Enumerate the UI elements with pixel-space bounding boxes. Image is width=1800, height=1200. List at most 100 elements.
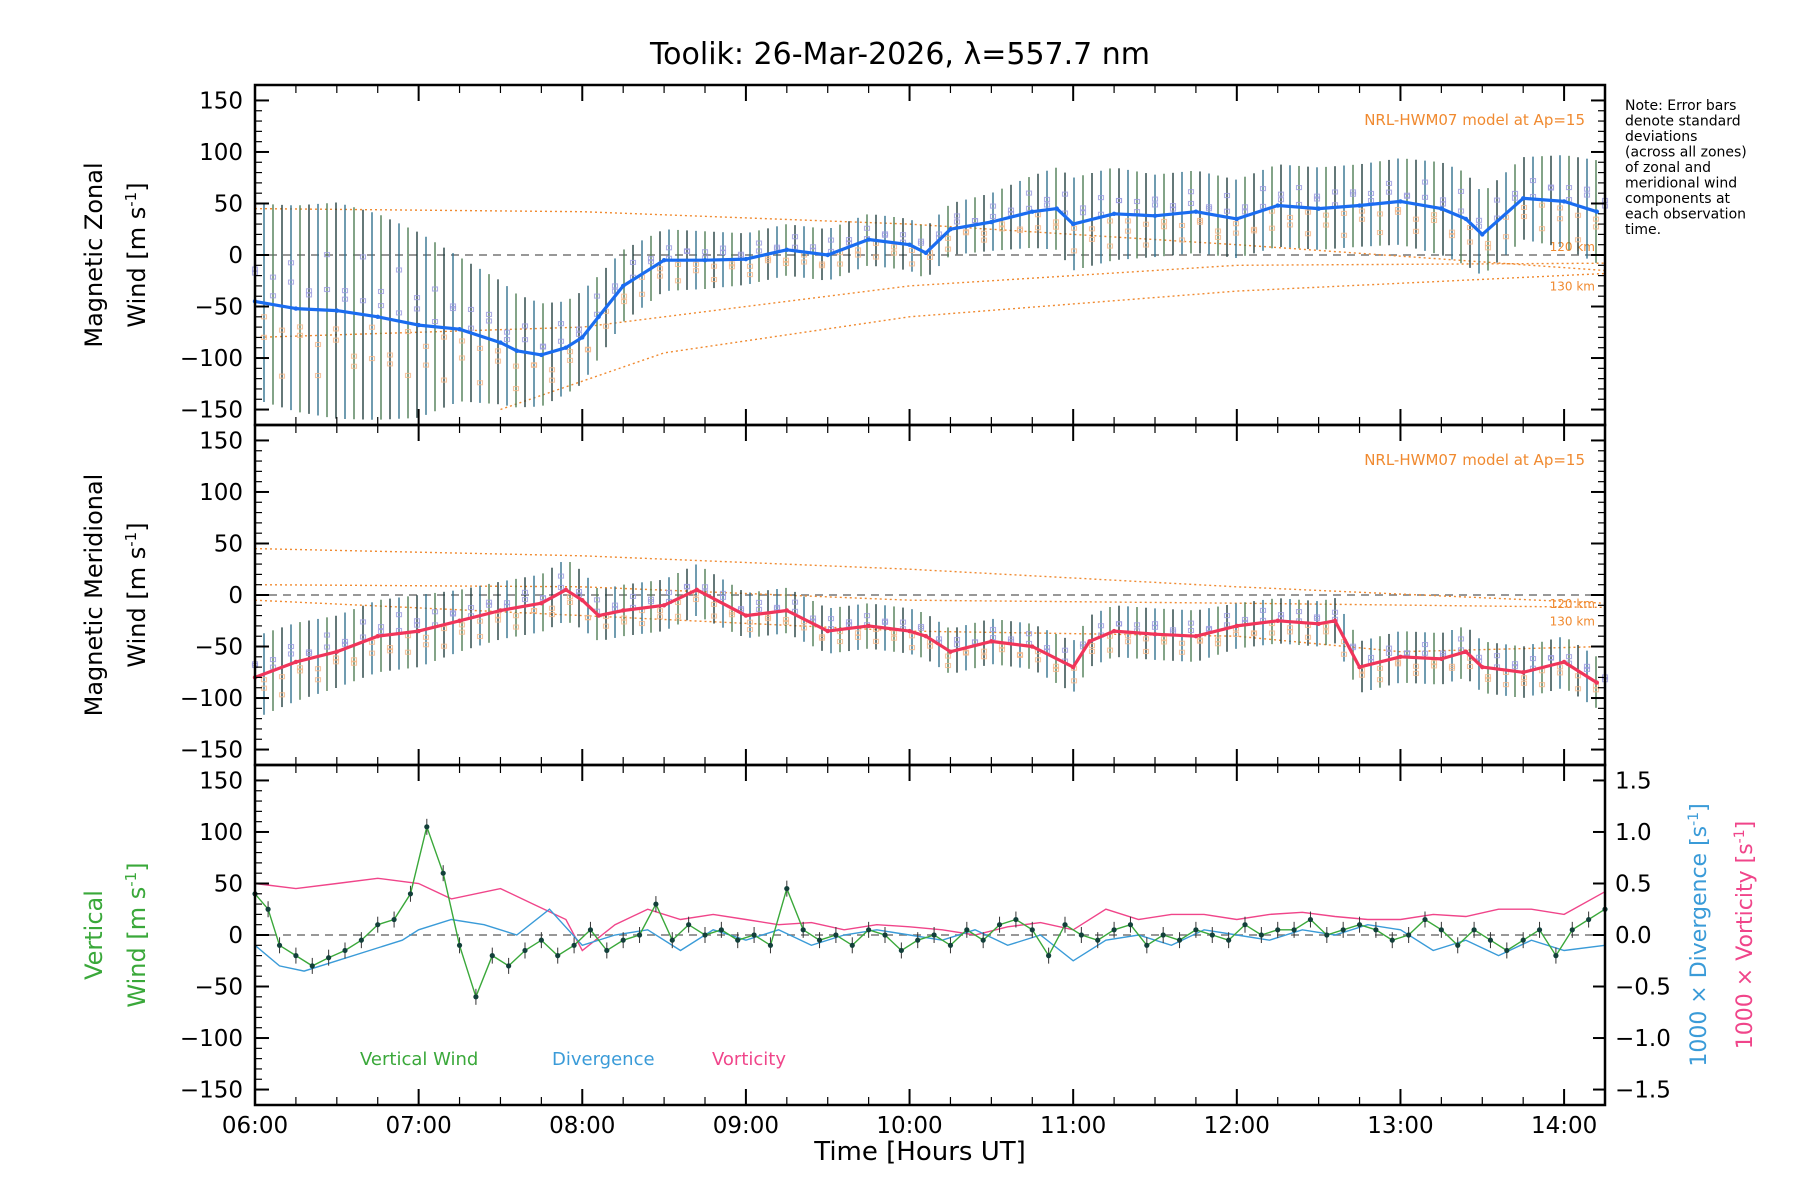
zone-point (1187, 189, 1195, 195)
zone-point (827, 237, 835, 243)
y-axis-label-end: ] (123, 182, 151, 191)
zone-point (476, 380, 484, 386)
zone-point (467, 605, 475, 611)
zone-point (1430, 217, 1438, 224)
zone-point (1403, 650, 1411, 657)
y-tick-label: 50 (214, 191, 243, 217)
zone-point (1547, 655, 1555, 661)
zone-point (494, 617, 502, 623)
y-axis-label-line2: Wind [m s-1] (122, 522, 151, 667)
zone-point (458, 629, 466, 635)
zone-point (1322, 212, 1330, 218)
zone-point (1547, 184, 1555, 190)
zone-point (809, 244, 817, 250)
zone-point (1070, 248, 1078, 254)
zone-point (323, 286, 331, 293)
zone-point (692, 261, 700, 267)
zone-point (1385, 645, 1393, 651)
y-tick-label: 0 (228, 243, 243, 269)
y-tick-label: −50 (194, 975, 243, 1001)
vertical-wind-point (1176, 937, 1183, 943)
zone-point (1313, 193, 1321, 199)
series-point (702, 257, 708, 263)
vertical-wind-point (866, 927, 872, 933)
series-point (416, 628, 421, 634)
x-tick-label: 14:00 (1531, 1113, 1597, 1139)
zone-point (638, 291, 646, 297)
zone-point (1574, 673, 1582, 679)
zone-point (368, 650, 376, 656)
vertical-wind-point (1078, 932, 1084, 938)
series-point (1152, 631, 1158, 637)
series-point (784, 247, 790, 253)
zone-point (683, 248, 691, 254)
vorticity-axis-end: ] (1733, 821, 1758, 830)
y2-tick-label: 0.0 (1615, 923, 1652, 949)
zone-point (818, 634, 826, 640)
y-tick-label: −50 (194, 635, 243, 661)
zone-point (1421, 194, 1429, 200)
zone-point (1466, 239, 1474, 245)
zone-point (710, 613, 718, 619)
zone-point (1583, 663, 1591, 669)
zone-point (440, 334, 448, 340)
zone-point (377, 303, 385, 309)
zone-point (269, 293, 277, 299)
y-tick-label: 0 (228, 923, 243, 949)
zone-point (1304, 231, 1312, 237)
zone-point (1205, 204, 1213, 210)
series-point (563, 587, 569, 593)
zone-point (296, 665, 304, 671)
zone-point (1286, 222, 1294, 228)
zone-point (332, 337, 340, 343)
zone-point (1187, 620, 1195, 626)
zone-point (692, 268, 700, 274)
zone-point (1385, 650, 1393, 656)
zone-point (1358, 672, 1366, 678)
zone-point (1151, 202, 1159, 208)
zone-point (1556, 205, 1564, 211)
y-tick-label: −150 (180, 738, 243, 764)
zone-point (458, 355, 466, 361)
vertical-wind-point (522, 947, 528, 954)
zone-point (1268, 208, 1276, 214)
vertical-wind-point (1226, 937, 1232, 943)
zone-point (980, 648, 988, 654)
zone-point (656, 608, 664, 614)
zone-point (746, 619, 754, 625)
zone-point (674, 278, 682, 284)
zone-point (1034, 657, 1042, 663)
vertical-wind-point (342, 947, 348, 954)
zone-point (1457, 188, 1465, 194)
zone-point (1286, 214, 1294, 221)
zone-point (1574, 237, 1582, 243)
zone-point (872, 638, 880, 644)
zone-point (575, 589, 583, 595)
zone-point (1511, 190, 1519, 197)
series-point (457, 326, 462, 332)
series-point (1463, 649, 1469, 654)
y2-tick-label: −0.5 (1615, 975, 1671, 1001)
zone-point (530, 608, 538, 614)
zone-point (494, 612, 502, 618)
zone-point (1178, 649, 1186, 655)
zone-point (1214, 641, 1222, 647)
zone-point (1088, 643, 1096, 649)
zone-point (278, 692, 286, 698)
zone-point (1286, 625, 1294, 631)
zone-point (404, 328, 412, 335)
zone-point (1160, 639, 1168, 645)
zone-point (782, 616, 790, 623)
legend-divergence: Divergence (552, 1049, 655, 1070)
series-point (539, 352, 544, 358)
zone-point (773, 604, 781, 610)
zone-point (1142, 221, 1150, 227)
series-point (948, 649, 953, 654)
zone-point (404, 649, 412, 655)
zone-point (1484, 676, 1492, 682)
zone-point (935, 636, 943, 642)
y-tick-label: 0 (228, 583, 243, 609)
zone-point (341, 288, 349, 294)
zone-point (890, 635, 898, 641)
